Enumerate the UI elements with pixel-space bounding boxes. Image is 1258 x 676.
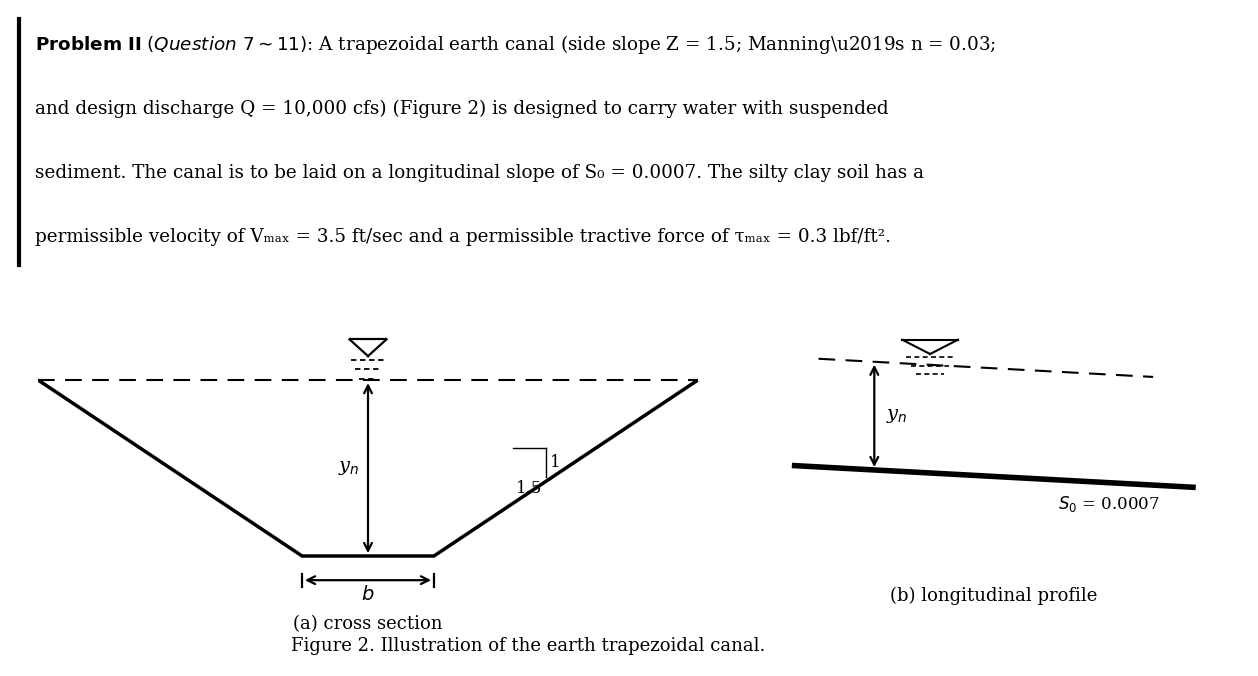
- Text: 1: 1: [550, 454, 561, 471]
- Text: 1.5: 1.5: [516, 481, 542, 498]
- Text: $S_0$ = 0.0007: $S_0$ = 0.0007: [1058, 493, 1160, 514]
- Text: y$_n$: y$_n$: [337, 459, 360, 477]
- Text: and design discharge Q = 10,000 cfs) (Figure 2) is designed to carry water with : and design discharge Q = 10,000 cfs) (Fi…: [35, 99, 888, 118]
- Text: (a) cross section: (a) cross section: [293, 615, 443, 633]
- Text: $b$: $b$: [361, 585, 375, 604]
- Text: permissible velocity of Vₘₐₓ = 3.5 ft/sec and a permissible tractive force of τₘ: permissible velocity of Vₘₐₓ = 3.5 ft/se…: [35, 228, 891, 246]
- Text: y$_n$: y$_n$: [886, 407, 908, 425]
- Text: (b) longitudinal profile: (b) longitudinal profile: [891, 587, 1097, 605]
- Text: sediment. The canal is to be laid on a longitudinal slope of S₀ = 0.0007. The si: sediment. The canal is to be laid on a l…: [35, 164, 923, 182]
- Text: $\mathbf{Problem\ II}$ $\mathit{(Question\ 7 \sim 11)}$: A trapezoidal earth can: $\mathbf{Problem\ II}$ $\mathit{(Questio…: [35, 33, 996, 56]
- Text: Figure 2. Illustration of the earth trapezoidal canal.: Figure 2. Illustration of the earth trap…: [291, 637, 766, 654]
